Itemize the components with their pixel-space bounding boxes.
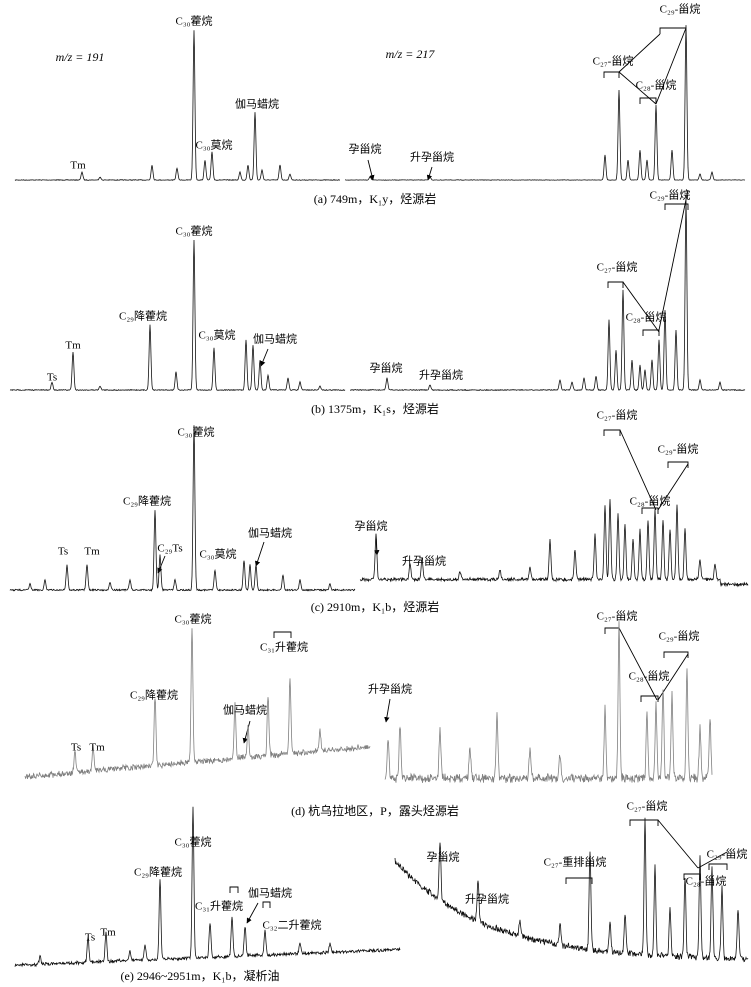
chromatogram-trace (394, 817, 749, 963)
peak-label: C₂₉-甾烷 (658, 442, 699, 456)
chromatogram-trace (14, 806, 401, 968)
peak-label: C₂₉降藿烷 (123, 494, 171, 508)
chromatogram-trace (350, 200, 746, 392)
traces (9, 25, 749, 968)
peak-label: Ts (47, 372, 57, 384)
peak-label: C₃₀莫烷 (195, 138, 232, 152)
peak-label: 伽马蜡烷 (248, 886, 292, 900)
peak-label: C₂₈-甾烷 (626, 310, 667, 324)
peak-label: C₂₈-甾烷 (686, 874, 727, 888)
peak-label: 孕甾烷 (370, 361, 403, 375)
peak-label: C₃₀藿烷 (175, 14, 212, 28)
peak-label: Tm (89, 742, 105, 754)
peak-label: 孕甾烷 (427, 850, 460, 864)
peak-label: C₂₈-甾烷 (630, 494, 671, 508)
peak-label: 孕甾烷 (349, 142, 382, 156)
peak-label: 升孕甾烷 (368, 682, 412, 696)
chromatogram-trace (344, 25, 746, 181)
mz-label: m/z = 191 (56, 50, 105, 64)
peak-label: 伽马蜡烷 (223, 703, 267, 717)
peak-label: C₂₇-甾烷 (593, 54, 634, 68)
peak-label: 升孕甾烷 (410, 150, 454, 164)
peak-label: 升孕甾烷 (419, 368, 463, 382)
peak-label: 孕甾烷 (355, 519, 388, 533)
peak-label: 伽马蜡烷 (248, 526, 292, 540)
peak-label: C₂₉降藿烷 (134, 865, 182, 879)
mz-label: m/z = 217 (386, 47, 436, 61)
peak-label: 升孕甾烷 (402, 554, 446, 568)
peak-label: Ts (71, 742, 81, 754)
peak-label: C₃₀藿烷 (175, 224, 212, 238)
peak-label: 升孕甾烷 (465, 892, 509, 906)
peak-label: C₂₈-甾烷 (636, 78, 677, 92)
peak-label: C₃₀莫烷 (199, 547, 236, 561)
caption: (c) 2910m，K₁b，烃源岩 (311, 599, 440, 614)
peak-label: C₂₇-甾烷 (627, 799, 668, 813)
peak-label: C₂₇-甾烷 (597, 609, 638, 623)
peak-label: C₂₉-甾烷 (707, 847, 748, 861)
peak-label: C₃₀藿烷 (174, 835, 211, 849)
peak-label: C₂₉-甾烷 (660, 2, 701, 16)
peak-label: C₂₈-甾烷 (629, 669, 670, 683)
peak-label: Ts (58, 546, 68, 558)
peak-label: C₃₁升藿烷 (195, 899, 243, 913)
peak-label: Tm (100, 927, 116, 939)
peak-label: C₂₉降藿烷 (130, 688, 178, 702)
caption: (b) 1375m，K₁s，烃源岩 (311, 401, 439, 416)
peak-label: C₃₀藿烷 (177, 425, 214, 439)
chromatogram-trace (24, 628, 371, 780)
peak-label: C₃₁升藿烷 (260, 640, 308, 654)
peak-label: Tm (65, 340, 81, 352)
peak-label: C₂₉Ts (157, 543, 182, 555)
chromatogram-trace (384, 621, 713, 784)
peak-label: Ts (85, 932, 95, 944)
peak-label: 伽马蜡烷 (253, 332, 297, 346)
peak-label: C₂₉-甾烷 (650, 188, 691, 202)
chromatogram-trace (9, 239, 346, 392)
peak-label: Tm (70, 160, 86, 172)
chromatogram-trace (359, 499, 749, 588)
caption: (e) 2946~2951m，K₁b，凝析油 (121, 968, 280, 983)
caption: (a) 749m，K₁y，烃源岩 (314, 191, 437, 206)
peak-label: Tm (84, 546, 100, 558)
peak-label: C₂₇-重排甾烷 (544, 855, 607, 869)
chromatogram-trace (14, 30, 340, 181)
peak-label: C₂₉-甾烷 (659, 629, 700, 643)
peak-label: 伽马蜡烷 (235, 97, 279, 111)
brackets (229, 27, 728, 908)
peak-label: C₂₇-甾烷 (597, 260, 638, 274)
peak-label: C₃₂二升藿烷 (262, 918, 321, 932)
peak-label: C₃₀莫烷 (198, 328, 235, 342)
peak-label: C₂₉降藿烷 (119, 309, 167, 323)
peak-label: C₃₀藿烷 (174, 612, 211, 626)
caption: (d) 杭乌拉地区，P，露头烃源岩 (291, 803, 459, 818)
chromatogram-trace (9, 425, 356, 592)
labels: TmC₃₀藿烷C₃₀莫烷伽马蜡烷孕甾烷升孕甾烷C₂₇-甾烷C₂₈-甾烷C₂₉-甾… (47, 2, 747, 944)
peak-label: C₂₇-甾烷 (597, 408, 638, 422)
